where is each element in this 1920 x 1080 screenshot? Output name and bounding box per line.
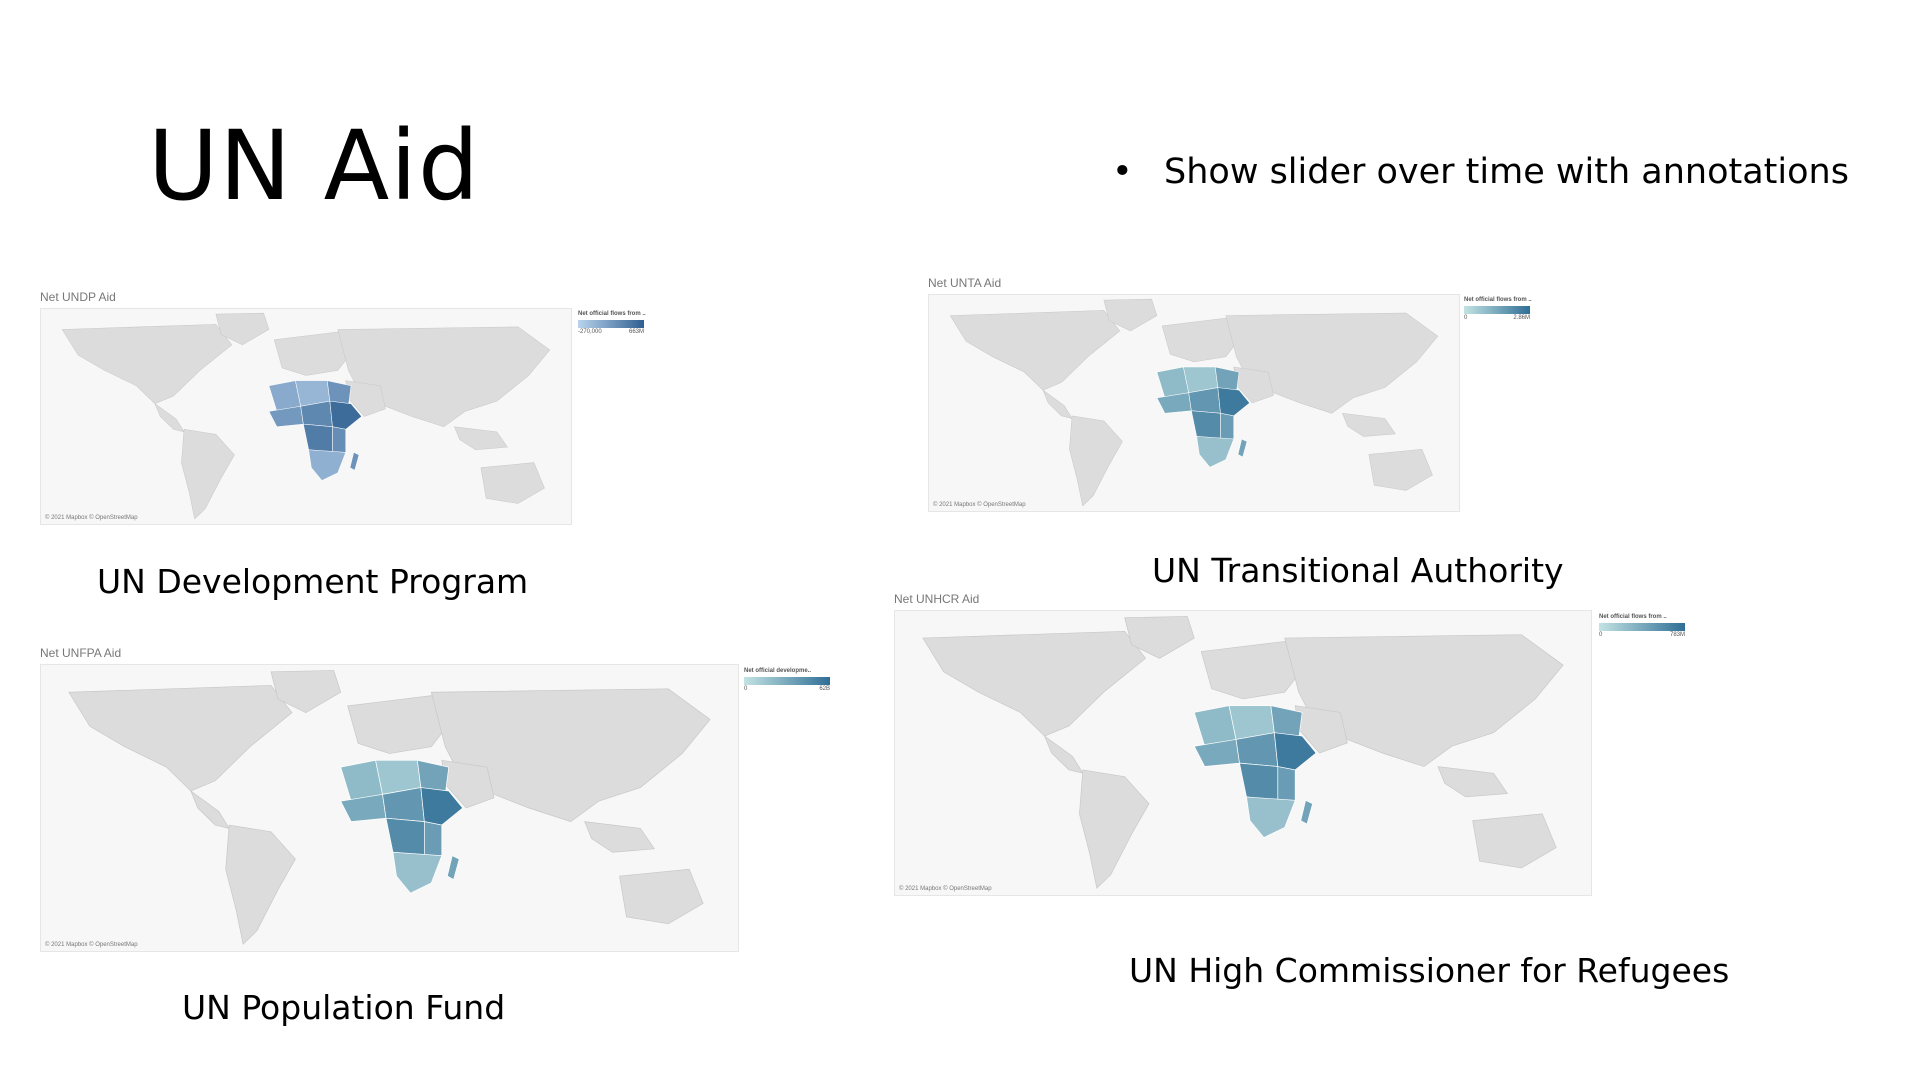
africa-horn-region[interactable]	[329, 400, 363, 430]
color-legend: Net official flows from .. 0 783M	[1599, 614, 1685, 638]
europe-landmass	[273, 331, 355, 376]
africa-south-region[interactable]	[1246, 796, 1296, 838]
south-america-landmass	[181, 428, 235, 520]
map-panel-unhcr: Net UNHCR Aid © 2021 Mapbox © OpenStreet…	[894, 592, 1694, 900]
legend-gradient	[1464, 306, 1530, 314]
europe-landmass	[1200, 641, 1307, 700]
choropleth-map[interactable]: © 2021 Mapbox © OpenStreetMap	[894, 610, 1592, 896]
legend-min: 0	[1599, 632, 1603, 638]
map-panel-unta: Net UNTA Aid © 2021 Mapbox © OpenStreetM…	[928, 276, 1538, 514]
legend-title: Net official flows from ..	[1599, 614, 1667, 620]
color-legend: Net official flows from .. 0 2.86M	[1464, 297, 1532, 321]
caption-unfpa: UN Population Fund	[182, 988, 506, 1027]
legend-min: 0	[1464, 315, 1468, 321]
central-america-landmass	[1043, 735, 1084, 774]
australia-landmass	[619, 868, 704, 925]
africa-horn-region[interactable]	[420, 787, 464, 826]
central-america-landmass	[154, 402, 185, 433]
caption-unta: UN Transitional Authority	[1152, 551, 1564, 590]
legend-min: 0	[744, 686, 748, 692]
choropleth-map[interactable]: © 2021 Mapbox © OpenStreetMap	[40, 664, 739, 952]
legend-max: 2.86M	[1513, 315, 1530, 321]
south-america-landmass	[1069, 415, 1123, 507]
map-panel-unfpa: Net UNFPA Aid © 2021 Mapbox © OpenStreet…	[40, 646, 840, 954]
legend-gradient	[1599, 623, 1685, 631]
africa-south-region[interactable]	[1196, 436, 1235, 468]
europe-landmass	[1161, 317, 1243, 363]
map-panel-undp: Net UNDP Aid © 2021 Mapbox © OpenStreetM…	[40, 290, 650, 528]
legend-min: -270,000	[578, 329, 602, 335]
australia-landmass	[1472, 813, 1557, 869]
choropleth-map[interactable]: © 2021 Mapbox © OpenStreetMap	[928, 294, 1460, 512]
southeast-asia-landmass	[1437, 766, 1509, 798]
europe-landmass	[347, 695, 453, 754]
map-attribution: © 2021 Mapbox © OpenStreetMap	[933, 502, 1026, 508]
viz-title: Net UNDP Aid	[40, 290, 116, 304]
bullet-item: • Show slider over time with annotations	[1112, 152, 1849, 192]
viz-title: Net UNFPA Aid	[40, 646, 122, 660]
slide-title: UN Aid	[148, 110, 480, 222]
map-attribution: © 2021 Mapbox © OpenStreetMap	[45, 942, 138, 948]
viz-title: Net UNTA Aid	[928, 276, 1002, 290]
australia-landmass	[1368, 449, 1433, 491]
color-legend: Net official developme.. 0 62B	[744, 668, 830, 692]
map-attribution: © 2021 Mapbox © OpenStreetMap	[899, 886, 992, 892]
australia-landmass	[480, 462, 545, 504]
bullet-text: Show slider over time with annotations	[1164, 152, 1849, 192]
south-america-landmass	[1079, 769, 1150, 889]
greenland-landmass	[270, 670, 342, 714]
africa-east-region[interactable]	[332, 426, 347, 453]
africa-east-region[interactable]	[1220, 412, 1235, 440]
africa-east-region[interactable]	[424, 821, 443, 857]
southeast-asia-landmass	[453, 426, 508, 451]
madagascar-region[interactable]	[1237, 438, 1248, 458]
africa-south-region[interactable]	[392, 851, 443, 894]
viz-title: Net UNHCR Aid	[894, 592, 980, 606]
greenland-landmass	[215, 312, 270, 346]
southeast-asia-landmass	[1341, 412, 1396, 437]
legend-max: 62B	[819, 686, 830, 692]
legend-gradient	[578, 320, 644, 328]
madagascar-region[interactable]	[1300, 799, 1314, 825]
africa-horn-region[interactable]	[1273, 732, 1317, 771]
madagascar-region[interactable]	[349, 451, 360, 471]
bullet-icon: •	[1112, 152, 1133, 192]
madagascar-region[interactable]	[446, 855, 460, 881]
africa-east-region[interactable]	[1277, 766, 1296, 801]
legend-gradient	[744, 677, 830, 685]
legend-title: Net official developme..	[744, 668, 812, 674]
greenland-landmass	[1124, 616, 1195, 659]
caption-unhcr: UN High Commissioner for Refugees	[1129, 951, 1730, 990]
central-america-landmass	[190, 789, 230, 829]
africa-horn-region[interactable]	[1217, 387, 1251, 417]
legend-max: 783M	[1669, 632, 1685, 638]
africa-south-region[interactable]	[308, 449, 347, 481]
southeast-asia-landmass	[584, 821, 655, 853]
color-legend: Net official flows from .. -270,000 663M	[578, 311, 646, 335]
caption-undp: UN Development Program	[97, 562, 529, 601]
central-america-landmass	[1042, 389, 1073, 419]
legend-title: Net official flows from ..	[578, 311, 646, 317]
legend-max: 663M	[628, 329, 644, 335]
greenland-landmass	[1103, 298, 1158, 332]
map-attribution: © 2021 Mapbox © OpenStreetMap	[45, 515, 138, 521]
south-america-landmass	[225, 824, 296, 945]
legend-title: Net official flows from ..	[1464, 297, 1532, 303]
choropleth-map[interactable]: © 2021 Mapbox © OpenStreetMap	[40, 308, 572, 525]
